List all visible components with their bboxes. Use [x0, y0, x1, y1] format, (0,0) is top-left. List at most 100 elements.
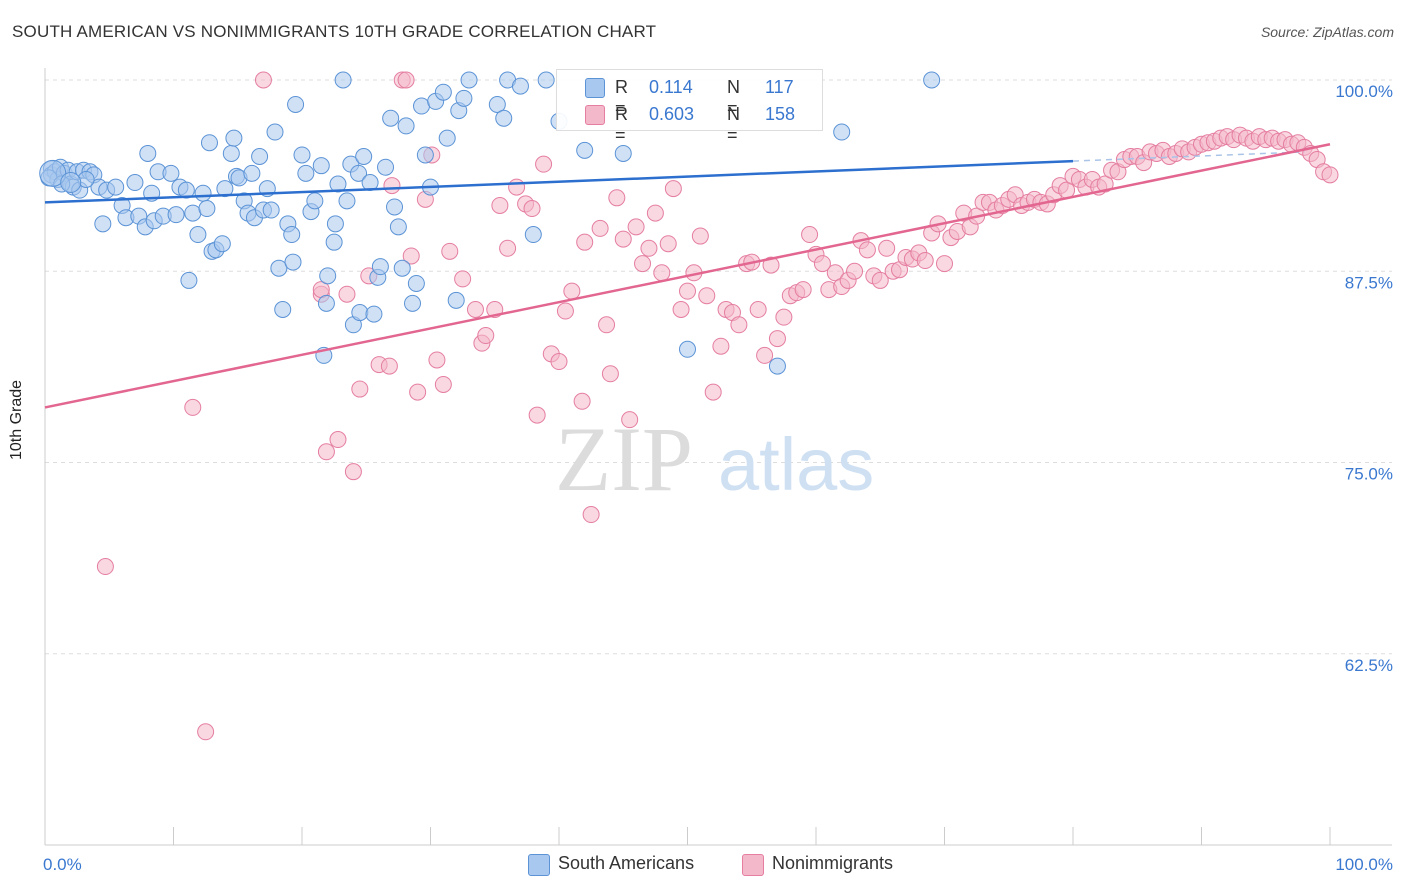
- south-americans-point: [351, 304, 369, 322]
- nonimmigrants-point: [454, 270, 472, 288]
- nonimmigrants-point: [846, 262, 864, 280]
- nonimmigrants-point: [523, 200, 541, 218]
- nonimmigrants-point: [528, 406, 546, 424]
- south-americans-point: [329, 175, 347, 193]
- y-tick-label: 75.0%: [1345, 465, 1393, 484]
- south-americans-point: [576, 141, 594, 159]
- nonimmigrants-point: [576, 233, 594, 251]
- south-americans-point: [365, 305, 383, 323]
- south-americans-point: [455, 89, 473, 107]
- south-americans-point: [270, 259, 288, 277]
- nonimmigrants-point: [535, 155, 553, 173]
- nonimmigrants-point: [634, 255, 652, 273]
- nonimmigrants-point: [730, 316, 748, 334]
- south-americans-point: [460, 71, 478, 89]
- south-americans-point: [768, 357, 786, 375]
- nonimmigrants-point: [614, 230, 632, 248]
- nonimmigrants-point: [397, 71, 415, 89]
- nonimmigrants-point: [434, 375, 452, 393]
- nonimmigrants-point: [1321, 166, 1339, 184]
- south-americans-point: [338, 192, 356, 210]
- south-americans-point: [180, 271, 198, 289]
- south-americans-point: [287, 95, 305, 113]
- axes: [44, 68, 1392, 846]
- nonimmigrants-point: [338, 285, 356, 303]
- trend-lines: [44, 143, 1331, 409]
- south-americans-point: [198, 200, 216, 218]
- south-americans-point: [266, 123, 284, 141]
- south-americans-point: [60, 172, 82, 194]
- south-americans-point: [189, 226, 207, 244]
- south-americans-point: [306, 192, 324, 210]
- south-americans-point: [274, 301, 292, 318]
- south-americans-point: [213, 235, 231, 253]
- nonimmigrants-point: [317, 443, 335, 461]
- south-americans-point: [107, 178, 125, 196]
- legend-r-value: 0.603: [649, 104, 695, 124]
- nonimmigrants-point: [380, 357, 398, 375]
- south-americans-point: [139, 144, 157, 162]
- nonimmigrants-point: [402, 247, 420, 265]
- south-americans-point: [262, 201, 280, 219]
- south-americans-point: [614, 144, 632, 162]
- south-americans-point: [355, 148, 373, 165]
- south-americans-point: [537, 71, 555, 89]
- south-americans-point: [243, 164, 261, 182]
- legend-n-label: N =: [727, 77, 740, 118]
- nonimmigrants-point: [936, 255, 953, 273]
- south-americans-point: [293, 146, 311, 164]
- nonimmigrants-point: [383, 177, 401, 195]
- south-americans-point: [371, 258, 389, 276]
- nonimmigrants-point: [621, 411, 639, 429]
- south-americans-point: [225, 129, 243, 147]
- nonimmigrants-point: [698, 287, 716, 305]
- south-americans-point: [495, 109, 513, 127]
- nonimmigrants-point: [704, 383, 722, 401]
- nonimmigrants-point: [801, 226, 819, 244]
- nonimmigrants-point: [582, 506, 600, 524]
- nonimmigrants-point: [573, 392, 591, 410]
- south-americans-point: [200, 134, 218, 152]
- south-americans-point: [284, 253, 302, 271]
- nonimmigrants-point: [556, 302, 574, 320]
- south-americans-point: [407, 274, 425, 292]
- south-americans-point: [413, 97, 431, 115]
- y-tick-label: 87.5%: [1345, 273, 1393, 292]
- south-americans-point: [404, 294, 422, 312]
- south-americans-point: [382, 109, 400, 127]
- south-americans-point: [167, 206, 185, 224]
- south-americans-point: [488, 95, 506, 113]
- nonimmigrants-point: [679, 282, 696, 300]
- south-americans-point: [162, 164, 180, 182]
- nonimmigrants-point: [653, 264, 671, 282]
- south-americans-point: [511, 77, 529, 95]
- nonimmigrants-point: [794, 281, 812, 299]
- legend-n-value: 158: [765, 104, 796, 124]
- south-americans-point: [447, 291, 465, 309]
- nonimmigrants-point: [756, 346, 774, 364]
- nonimmigrants-trend-line: [44, 143, 1331, 409]
- nonimmigrants-point: [428, 351, 446, 369]
- south-americans-point: [393, 259, 411, 277]
- nonimmigrants-point: [878, 239, 896, 257]
- south-americans-point: [283, 226, 301, 244]
- south-americans-point: [184, 204, 202, 222]
- nonimmigrants-point: [646, 204, 664, 222]
- nonimmigrants-point: [813, 255, 831, 273]
- legend-swatch-blue: [585, 78, 605, 98]
- chart-title: SOUTH AMERICAN VS NONIMMIGRANTS 10TH GRA…: [12, 22, 657, 41]
- nonimmigrants-point: [712, 337, 730, 355]
- legend-n-value: 117: [765, 77, 794, 97]
- south-americans-point: [416, 146, 434, 164]
- south-americans-point: [334, 71, 352, 89]
- nonimmigrants-point: [499, 239, 517, 257]
- y-tick-label: 62.5%: [1345, 656, 1393, 675]
- south-americans-point: [222, 144, 240, 162]
- south-americans-point: [297, 164, 315, 182]
- legend-swatch-pink: [585, 105, 605, 125]
- south-americans-trend-extension: [1072, 151, 1305, 162]
- nonimmigrants-point: [916, 252, 934, 270]
- legend-r-value: 0.114: [649, 77, 693, 97]
- south-americans-point: [251, 148, 269, 165]
